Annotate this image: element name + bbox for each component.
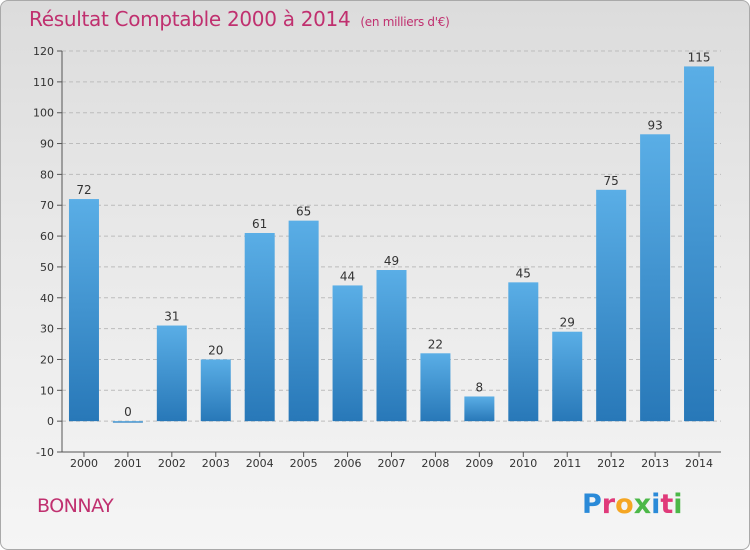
y-tick-label: 0 (47, 415, 54, 428)
value-label: 22 (428, 337, 443, 351)
x-tick-label: 2004 (246, 457, 274, 470)
value-label: 20 (208, 343, 223, 357)
bar (200, 359, 231, 422)
x-tick-label: 2014 (685, 457, 713, 470)
logo-letter: t (660, 489, 674, 520)
bar (508, 282, 539, 422)
bar (332, 285, 363, 422)
value-label: 75 (604, 174, 619, 188)
x-tick-label: 2000 (70, 457, 98, 470)
y-tick-label: 40 (40, 292, 54, 305)
logo-letter: r (601, 489, 616, 520)
value-label: 93 (647, 118, 662, 132)
x-tick-label: 2002 (158, 457, 186, 470)
value-label: 115 (688, 50, 711, 64)
bar (420, 353, 451, 422)
bar (596, 189, 627, 422)
value-label: 31 (164, 310, 179, 324)
x-tick-label: 2012 (597, 457, 625, 470)
logo-letter: i (673, 489, 683, 520)
value-label: 44 (340, 269, 355, 283)
value-label: 72 (76, 183, 91, 197)
value-label: 0 (124, 405, 132, 419)
y-tick-label: 80 (40, 168, 54, 181)
x-tick-label: 2013 (641, 457, 669, 470)
logo-letter: x (633, 489, 652, 520)
logo-letter: o (615, 489, 634, 520)
value-label: 65 (296, 205, 311, 219)
bar (68, 199, 99, 422)
y-tick-label: 120 (33, 45, 54, 58)
x-tick-label: 2010 (509, 457, 537, 470)
chart-title: Résultat Comptable 2000 à 2014 (en millie… (29, 7, 450, 31)
chart-unit: (en milliers d'€) (360, 15, 450, 29)
bar (552, 331, 583, 422)
y-tick-label: -10 (36, 446, 54, 459)
x-tick-label: 2001 (114, 457, 142, 470)
value-label: 61 (252, 217, 267, 231)
x-tick-label: 2009 (465, 457, 493, 470)
x-tick-label: 2011 (553, 457, 581, 470)
bar (640, 134, 671, 422)
bar (376, 270, 407, 422)
bar (464, 396, 495, 422)
value-label: 29 (560, 316, 575, 330)
bar (288, 220, 319, 422)
value-label: 49 (384, 254, 399, 268)
labels: -10 0 10 20 30 40 50 60 70 80 90 100 110 120 72 2000 0 20… (33, 45, 713, 470)
value-label: 8 (476, 380, 484, 394)
proxiti-logo[interactable]: Proxiti (582, 489, 683, 520)
y-tick-label: 70 (40, 199, 54, 212)
y-tick-label: 10 (40, 384, 54, 397)
x-tick-label: 2005 (290, 457, 318, 470)
x-tick-label: 2006 (334, 457, 362, 470)
value-label: 45 (516, 266, 531, 280)
y-tick-label: 20 (40, 353, 54, 366)
x-tick-label: 2008 (421, 457, 449, 470)
bar (684, 66, 715, 422)
bar (244, 232, 275, 422)
y-tick-label: 50 (40, 261, 54, 274)
logo-letter: i (651, 489, 661, 520)
chart-title-text: Résultat Comptable 2000 à 2014 (29, 7, 351, 31)
y-tick-label: 110 (33, 76, 54, 89)
y-tick-label: 60 (40, 230, 54, 243)
bar (156, 325, 187, 422)
y-tick-label: 100 (33, 107, 54, 120)
y-tick-label: 30 (40, 323, 54, 336)
bar (112, 421, 143, 423)
axes (57, 50, 721, 457)
y-tick-label: 90 (40, 138, 54, 151)
x-tick-label: 2007 (378, 457, 406, 470)
commune-name: BONNAY (37, 495, 114, 517)
x-tick-label: 2003 (202, 457, 230, 470)
bars (68, 66, 715, 423)
logo-letter: P (582, 489, 602, 520)
